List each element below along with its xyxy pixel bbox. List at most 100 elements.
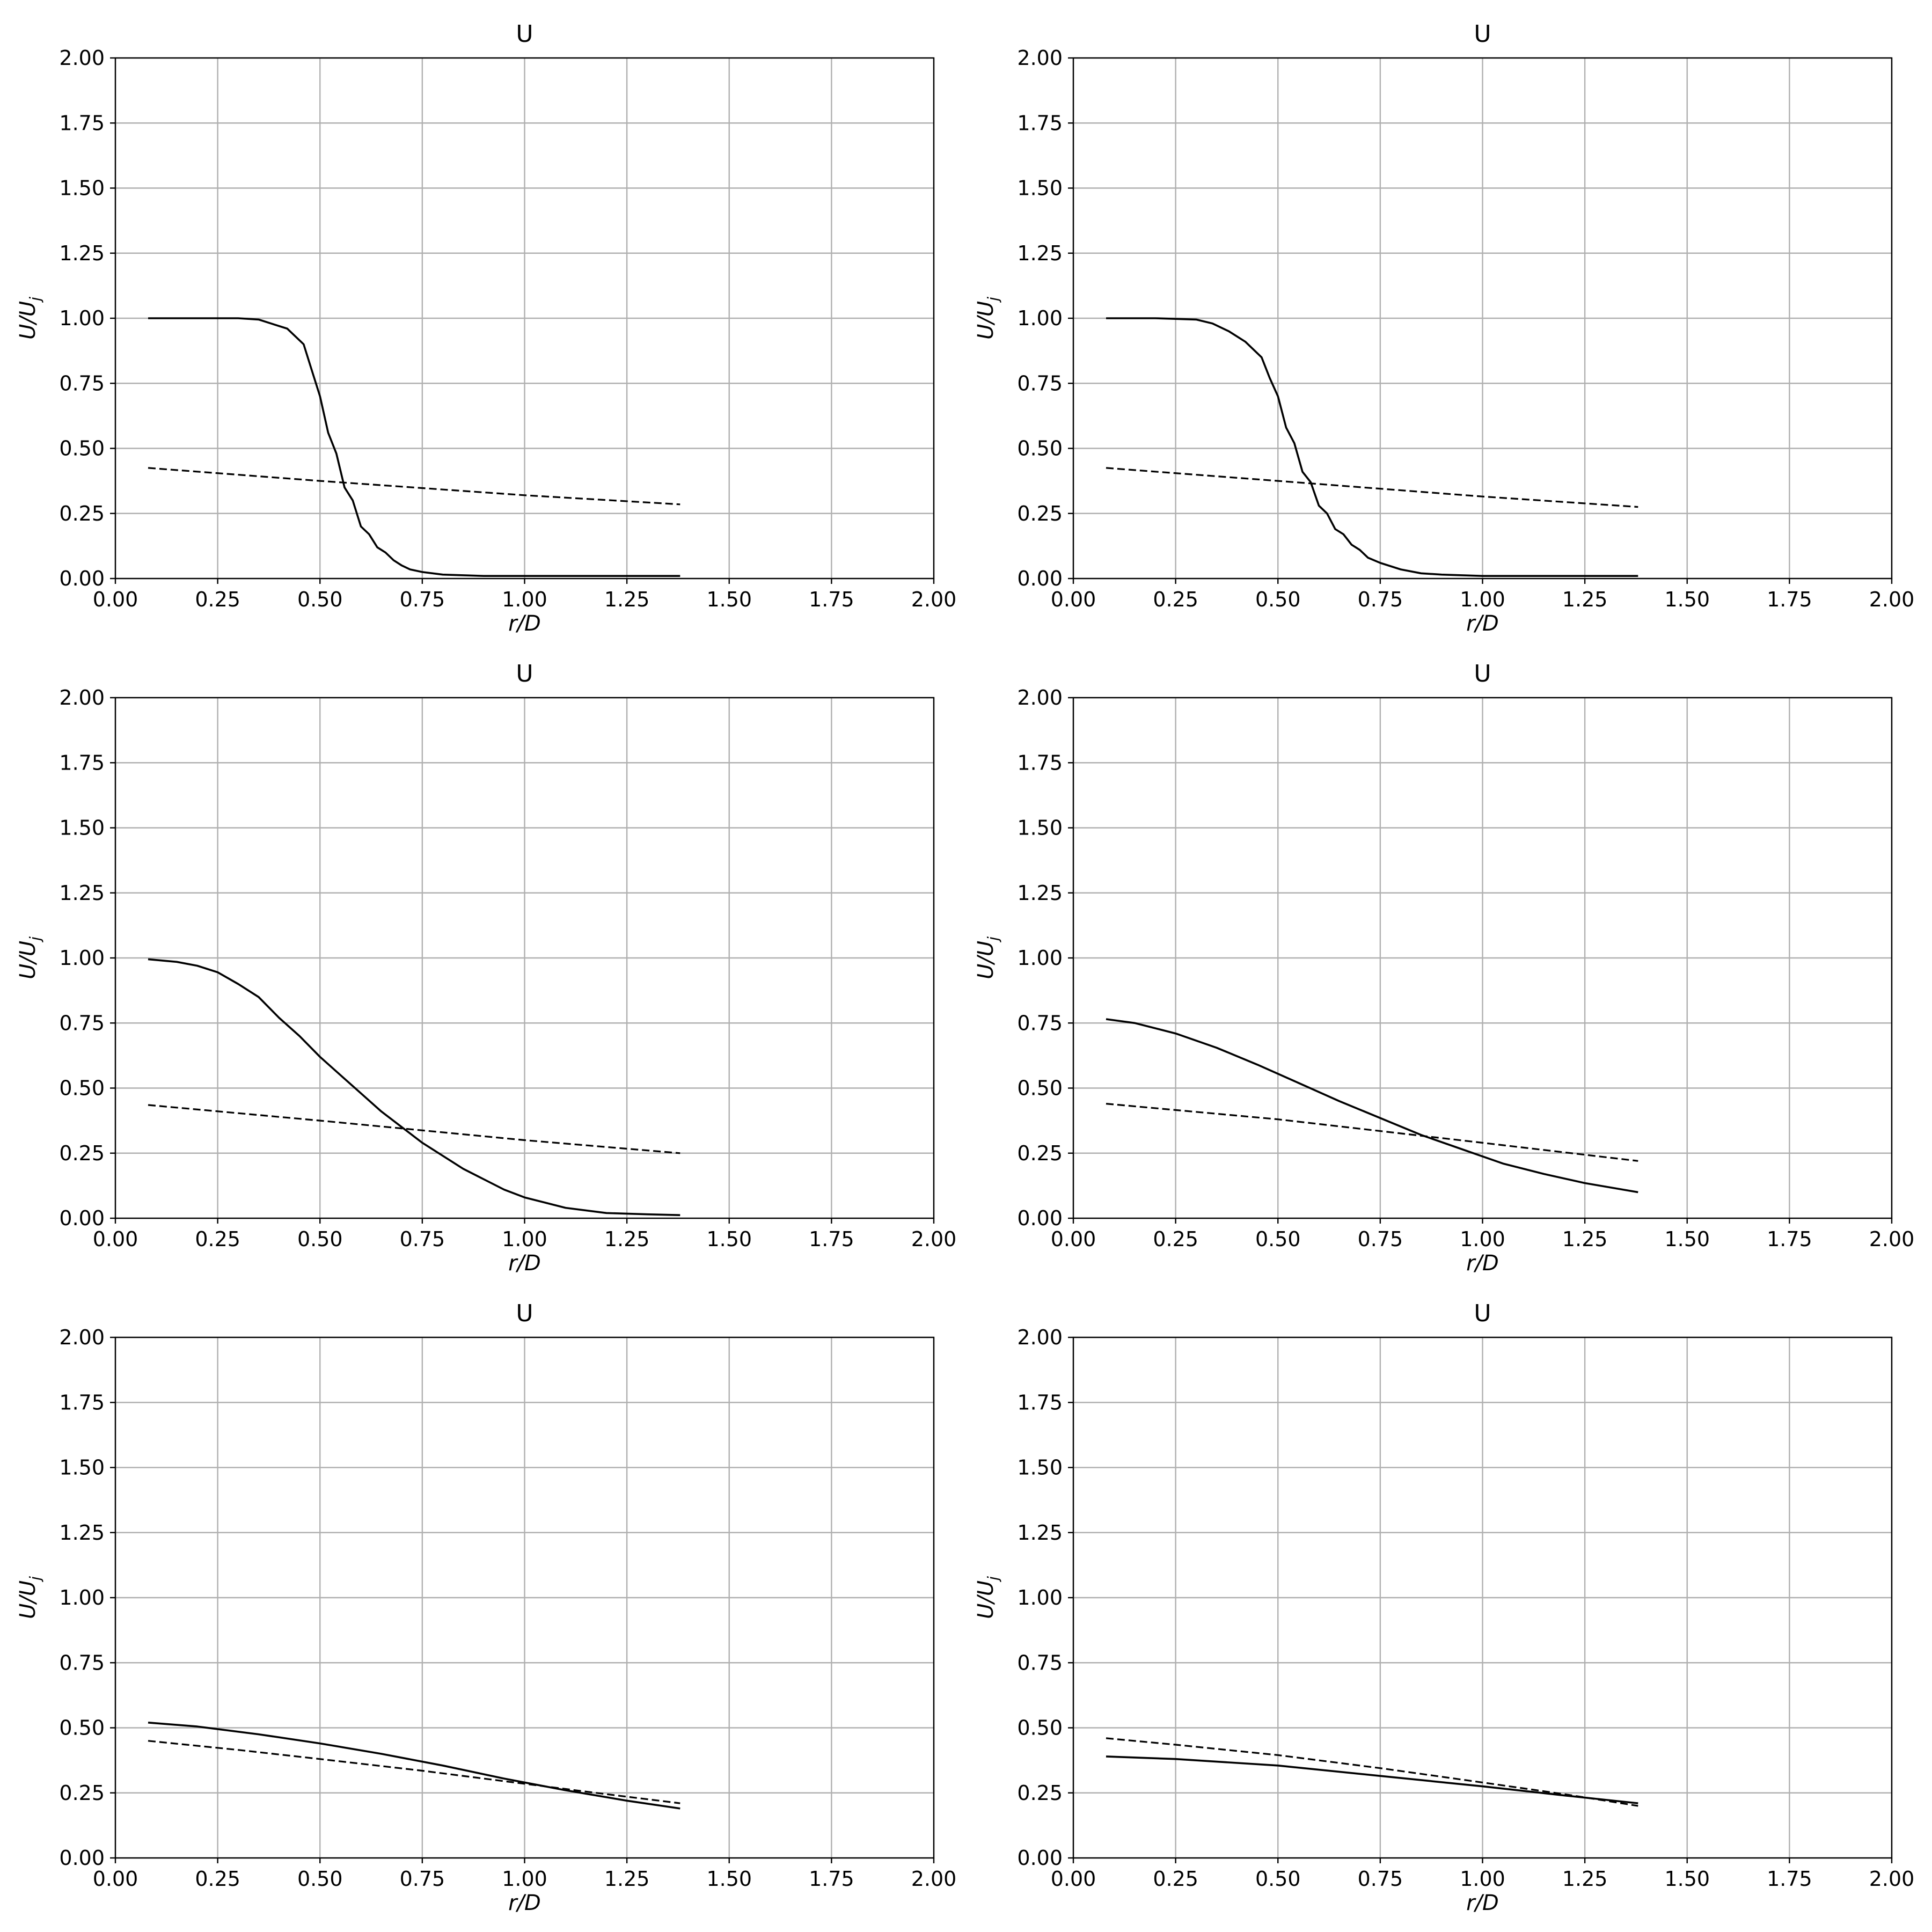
y-tick-label: 1.25 [1017,1521,1063,1545]
y-tick-label: 0.00 [59,1206,105,1230]
y-tick-label: 1.00 [59,306,105,330]
x-tick-label: 1.25 [604,1227,650,1251]
y-tick-label: 0.75 [1017,1651,1063,1674]
x-tick-label: 0.50 [1255,588,1301,611]
y-tick-label: 0.25 [1017,502,1063,525]
x-tick-label: 0.25 [1153,1227,1198,1251]
x-tick-label: 2.00 [911,588,957,611]
y-axis-label: U/Uj [16,1576,44,1619]
x-tick-label: 1.00 [502,588,547,611]
x-tick-label: 1.25 [1562,1867,1608,1891]
x-axis-label: r/D [508,611,541,636]
y-tick-label: 0.50 [1017,1716,1063,1740]
y-tick-label: 1.75 [59,1391,105,1414]
y-tick-label: 0.50 [1017,1077,1063,1100]
y-tick-label: 0.00 [59,1846,105,1870]
x-tick-label: 0.50 [297,1227,343,1251]
x-tick-label: 1.00 [502,1227,547,1251]
y-tick-label: 0.25 [59,502,105,525]
x-tick-label: 0.50 [1255,1867,1301,1891]
y-tick-label: 1.50 [1017,177,1063,200]
chart-panel-3: 0.00 0.25 0.50 0.75 1.00 1.25 1.50 1.75 2.00 0.00… [0,640,966,1284]
y-tick-label: 1.75 [1017,1391,1063,1414]
chart-panel-2: 0.00 0.25 0.50 0.75 1.00 1.25 1.50 1.75 2.00 0.00… [958,0,1924,644]
series-line-solid [148,317,680,577]
y-tick-label: 1.75 [59,751,105,774]
y-tick-label: 1.00 [59,946,105,970]
x-tick-label: 1.75 [1767,1867,1812,1891]
y-tick-label: 0.75 [59,1011,105,1035]
y-tick-label: 1.75 [59,111,105,135]
chart-title: U [516,20,533,48]
y-tick-label: 2.00 [1017,686,1063,709]
chart-svg: 0.00 0.25 0.50 0.75 1.00 1.25 1.50 1.75 2.00 0.00… [16,660,957,1276]
y-tick-label: 1.50 [1017,816,1063,840]
y-tick-label: 0.75 [59,1651,105,1674]
y-tick-label: 0.00 [59,567,105,590]
x-tick-label: 0.25 [1153,1867,1198,1891]
x-tick-label: 2.00 [911,1227,957,1251]
y-axis-label: U/Uj [974,297,1002,340]
x-tick-label: 1.00 [1460,1867,1505,1891]
x-tick-label: 1.00 [1460,588,1505,611]
y-axis-label: U/Uj [974,1576,1002,1619]
plot-frame [1072,1336,1893,1859]
chart-svg: 0.00 0.25 0.50 0.75 1.00 1.25 1.50 1.75 2.00 0.00… [974,660,1914,1276]
y-axis-label: U/Uj [16,936,44,979]
x-tick-label: 1.00 [502,1867,547,1891]
x-tick-label: 1.75 [809,588,854,611]
series-line-solid [1106,1755,1638,1804]
y-tick-label: 1.50 [59,1456,105,1480]
chart-panel-6: 0.00 0.25 0.50 0.75 1.00 1.25 1.50 1.75 2.00 0.00… [958,1279,1924,1923]
x-tick-label: 0.25 [195,588,240,611]
x-tick-label: 2.00 [911,1867,957,1891]
chart-title: U [516,1300,533,1327]
x-tick-label: 0.25 [1153,588,1198,611]
x-tick-label: 1.50 [1664,588,1710,611]
chart-panel-4: 0.00 0.25 0.50 0.75 1.00 1.25 1.50 1.75 2.00 0.00… [958,640,1924,1284]
chart-panel-1: 0.00 0.25 0.50 0.75 1.00 1.25 1.50 1.75 2.00 0.00… [0,0,966,644]
x-tick-label: 0.75 [400,588,445,611]
y-tick-label: 2.00 [1017,46,1063,70]
y-tick-label: 1.50 [1017,1456,1063,1480]
x-tick-label: 0.00 [1051,588,1096,611]
grid [1072,1336,1893,1859]
y-tick-label: 0.50 [59,437,105,460]
y-tick-label: 1.25 [59,881,105,905]
y-tick-label: 0.50 [59,1716,105,1740]
x-tick-label: 0.25 [195,1227,240,1251]
series-line-dashed [148,467,680,506]
x-tick-label: 1.50 [1664,1867,1710,1891]
x-tick-label: 1.25 [1562,588,1608,611]
y-axis-label: U/Uj [16,297,44,340]
y-axis-label: U/Uj [974,936,1002,979]
chart-title: U [1474,1300,1491,1327]
x-axis-label: r/D [1466,611,1499,636]
x-tick-label: 0.50 [297,1867,343,1891]
x-tick-label: 0.00 [1051,1867,1096,1891]
y-tick-label: 1.50 [59,177,105,200]
grid [1072,697,1893,1219]
grid [1072,57,1893,580]
x-tick-label: 0.00 [93,588,138,611]
y-tick-label: 0.00 [1017,1846,1063,1870]
y-tick-label: 0.25 [1017,1141,1063,1165]
y-tick-label: 1.00 [1017,946,1063,970]
y-tick-label: 2.00 [59,46,105,70]
x-axis-label: r/D [1466,1891,1499,1915]
series-line-dashed [148,1104,680,1154]
y-tick-label: 2.00 [1017,1326,1063,1349]
y-tick-label: 2.00 [59,686,105,709]
y-tick-label: 1.50 [59,816,105,840]
series-line-solid [148,958,680,1216]
y-tick-label: 0.25 [1017,1781,1063,1805]
series-line-dashed [1106,467,1638,508]
plot-frame [114,57,935,580]
series-line-dashed [1106,1737,1638,1807]
series-line-solid [1106,1018,1638,1194]
grid [114,1336,935,1859]
x-tick-label: 0.75 [400,1867,445,1891]
x-axis-label: r/D [508,1891,541,1915]
y-tick-label: 1.75 [1017,751,1063,774]
